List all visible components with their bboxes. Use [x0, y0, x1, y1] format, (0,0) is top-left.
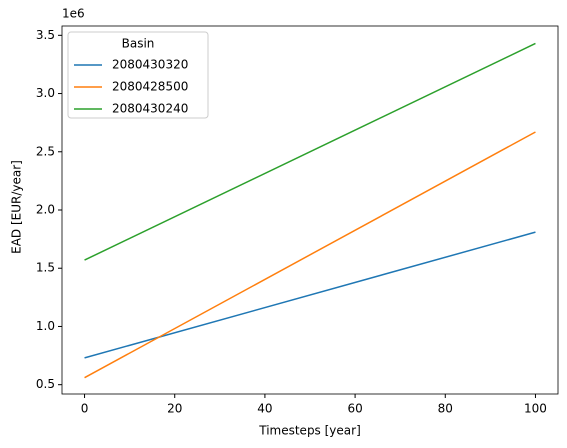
legend-label: 2080430240 [112, 102, 188, 116]
x-axis-label: Timesteps [year] [258, 424, 361, 438]
x-tick-label: 80 [438, 402, 453, 416]
x-tick-label: 40 [257, 402, 272, 416]
plot-frame [61, 25, 559, 395]
x-tick-label: 100 [524, 402, 547, 416]
y-tick-label: 2.0 [36, 203, 55, 217]
legend-box [67, 31, 209, 119]
x-tick-label: 0 [81, 402, 89, 416]
line-series [84, 131, 536, 379]
legend-label: 2080430320 [112, 58, 188, 72]
y-axis-label: EAD [EUR/year] [10, 160, 24, 254]
legend-label: 2080428500 [112, 80, 188, 94]
line-series [84, 42, 536, 261]
x-tick-label: 20 [167, 402, 182, 416]
x-tick-label: 60 [347, 402, 362, 416]
line-series [84, 231, 536, 359]
y-tick-label: 3.5 [36, 28, 55, 42]
legend-title: Basin [122, 37, 155, 51]
y-tick-label: 1.5 [36, 261, 55, 275]
y-tick-label: 1.0 [36, 319, 55, 333]
y-offset-label: 1e6 [62, 7, 85, 21]
y-tick-label: 0.5 [36, 377, 55, 391]
y-tick-label: 3.0 [36, 86, 55, 100]
y-tick-label: 2.5 [36, 144, 55, 158]
